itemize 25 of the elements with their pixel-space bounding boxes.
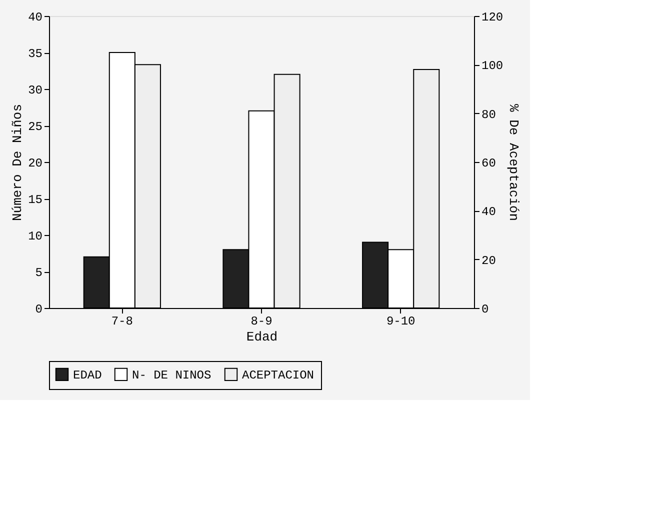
y2-tick-label: 100 — [482, 59, 504, 74]
y-tick-label: 25 — [28, 120, 42, 134]
x-tick-label: 9-10 — [386, 314, 416, 328]
y2-tick-label: 40 — [482, 205, 496, 220]
y-tick-label: 35 — [28, 47, 42, 61]
x-axis-title: Edad — [246, 330, 278, 344]
y-tick-label: 20 — [28, 156, 42, 170]
legend-label: N- DE NINOS — [132, 368, 212, 382]
y2-axis-title: % De Aceptación — [506, 104, 522, 222]
y2-tick-label: 120 — [482, 10, 504, 24]
y-tick-label: 10 — [28, 230, 42, 244]
y2-tick-label: 0 — [482, 302, 489, 316]
x-tick-label: 8-9 — [250, 314, 272, 328]
y-tick-label: 40 — [28, 10, 42, 24]
y-tick-label: 30 — [28, 84, 42, 98]
y2-tick-label: 20 — [482, 254, 496, 268]
y-tick-label: 0 — [35, 302, 42, 316]
legend-label: EDAD — [73, 368, 102, 382]
y-tick-label: 15 — [28, 193, 42, 207]
x-tick-label: 7-8 — [111, 314, 133, 328]
y2-tick-label: 80 — [482, 108, 496, 122]
y-tick-label: 5 — [35, 266, 42, 280]
legend-label: ACEPTACION — [242, 368, 314, 382]
y-axis-title: Número De Niños — [10, 104, 26, 222]
y2-tick-label: 60 — [482, 156, 496, 170]
